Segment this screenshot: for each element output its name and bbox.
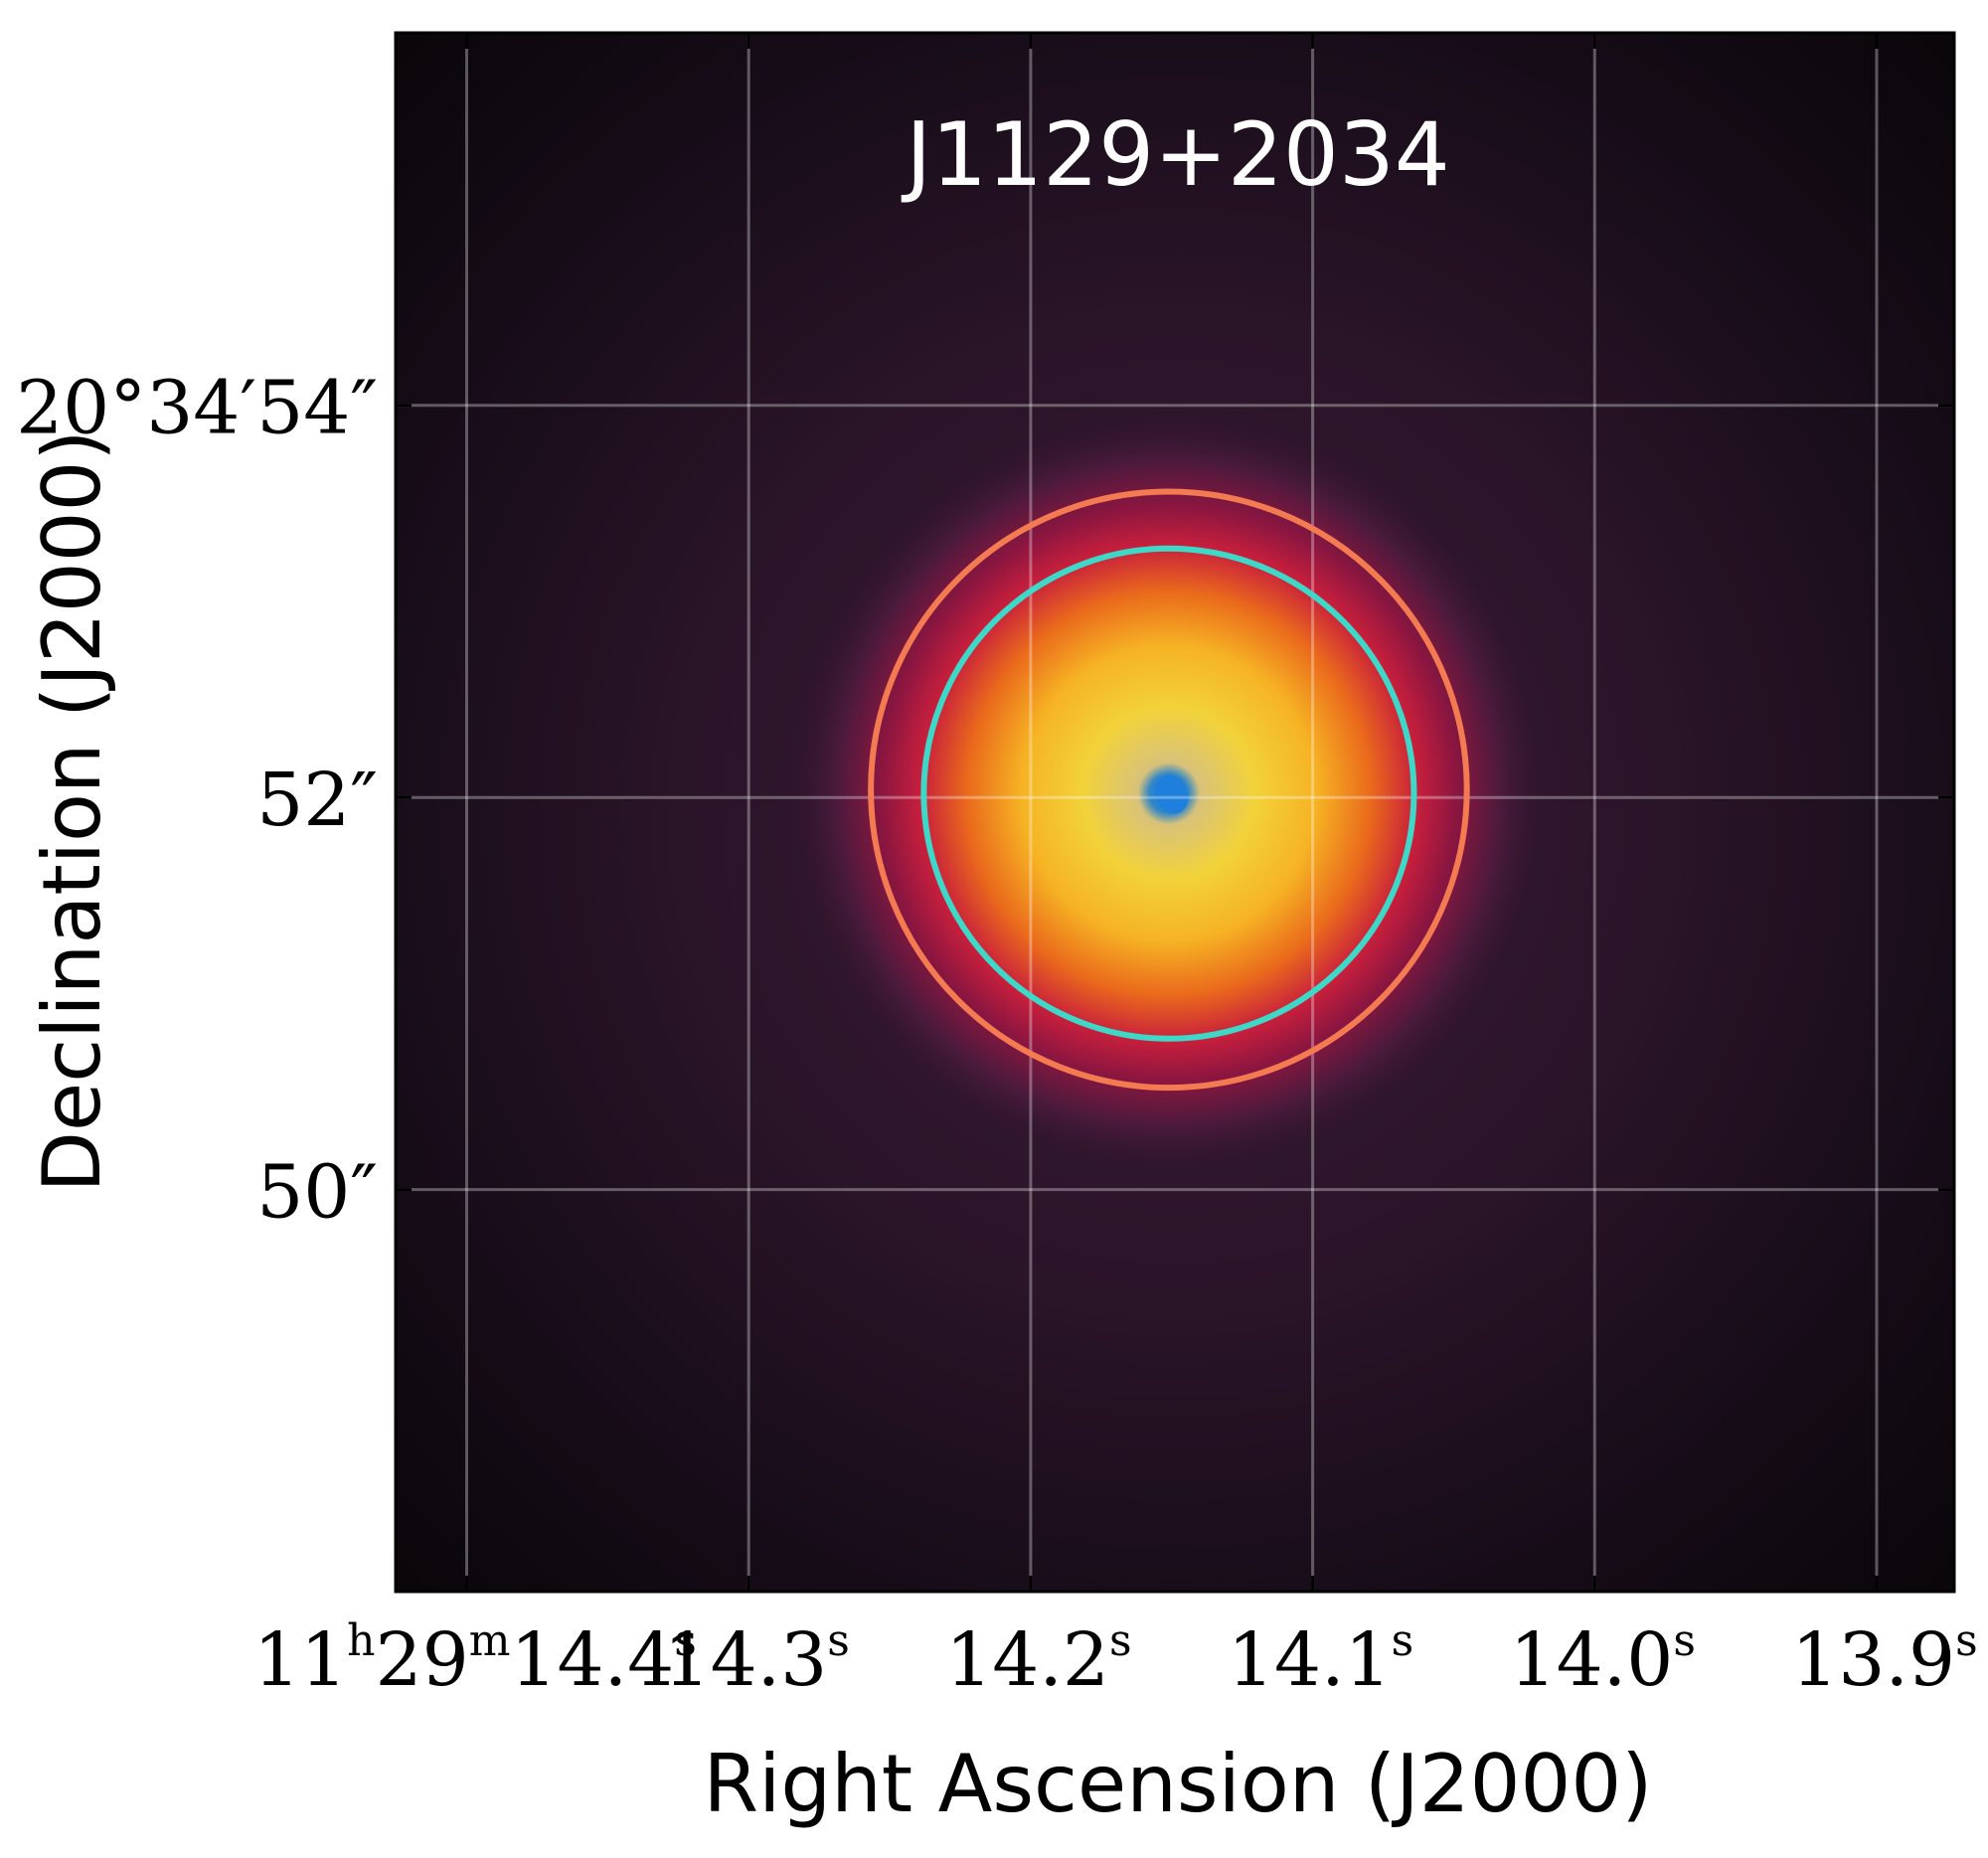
x-tick-label-5: 13.9s xyxy=(1791,1615,1977,1703)
aperture-inner-circle xyxy=(920,545,1417,1042)
source-layer xyxy=(780,406,1557,1182)
x-axis-label: Right Ascension (J2000) xyxy=(704,1738,1653,1830)
x-tick-label-1: 14.3s xyxy=(664,1615,850,1703)
x-tick-label-3: 14.1s xyxy=(1228,1615,1413,1703)
y-tick-label-2: 50″ xyxy=(256,1150,378,1236)
axes-layer xyxy=(394,31,1956,1594)
grid-layer xyxy=(396,33,1954,1592)
aperture-outer-circle xyxy=(868,488,1470,1092)
x-tick-label-0: 11h29m14.4s xyxy=(253,1615,697,1703)
source-core xyxy=(1154,774,1189,814)
x-tick-label-4: 14.0s xyxy=(1510,1615,1696,1703)
axes-frame xyxy=(394,31,1956,1594)
x-tick-label-2: 14.2s xyxy=(945,1615,1131,1703)
chart-title: J1129+2034 xyxy=(901,103,1450,206)
y-tick-label-0: 20°34′54″ xyxy=(16,366,378,451)
aperture-layer xyxy=(868,488,1470,1092)
y-axis-label: Declination (J2000) xyxy=(26,429,118,1192)
y-tick-label-1: 52″ xyxy=(256,758,378,843)
